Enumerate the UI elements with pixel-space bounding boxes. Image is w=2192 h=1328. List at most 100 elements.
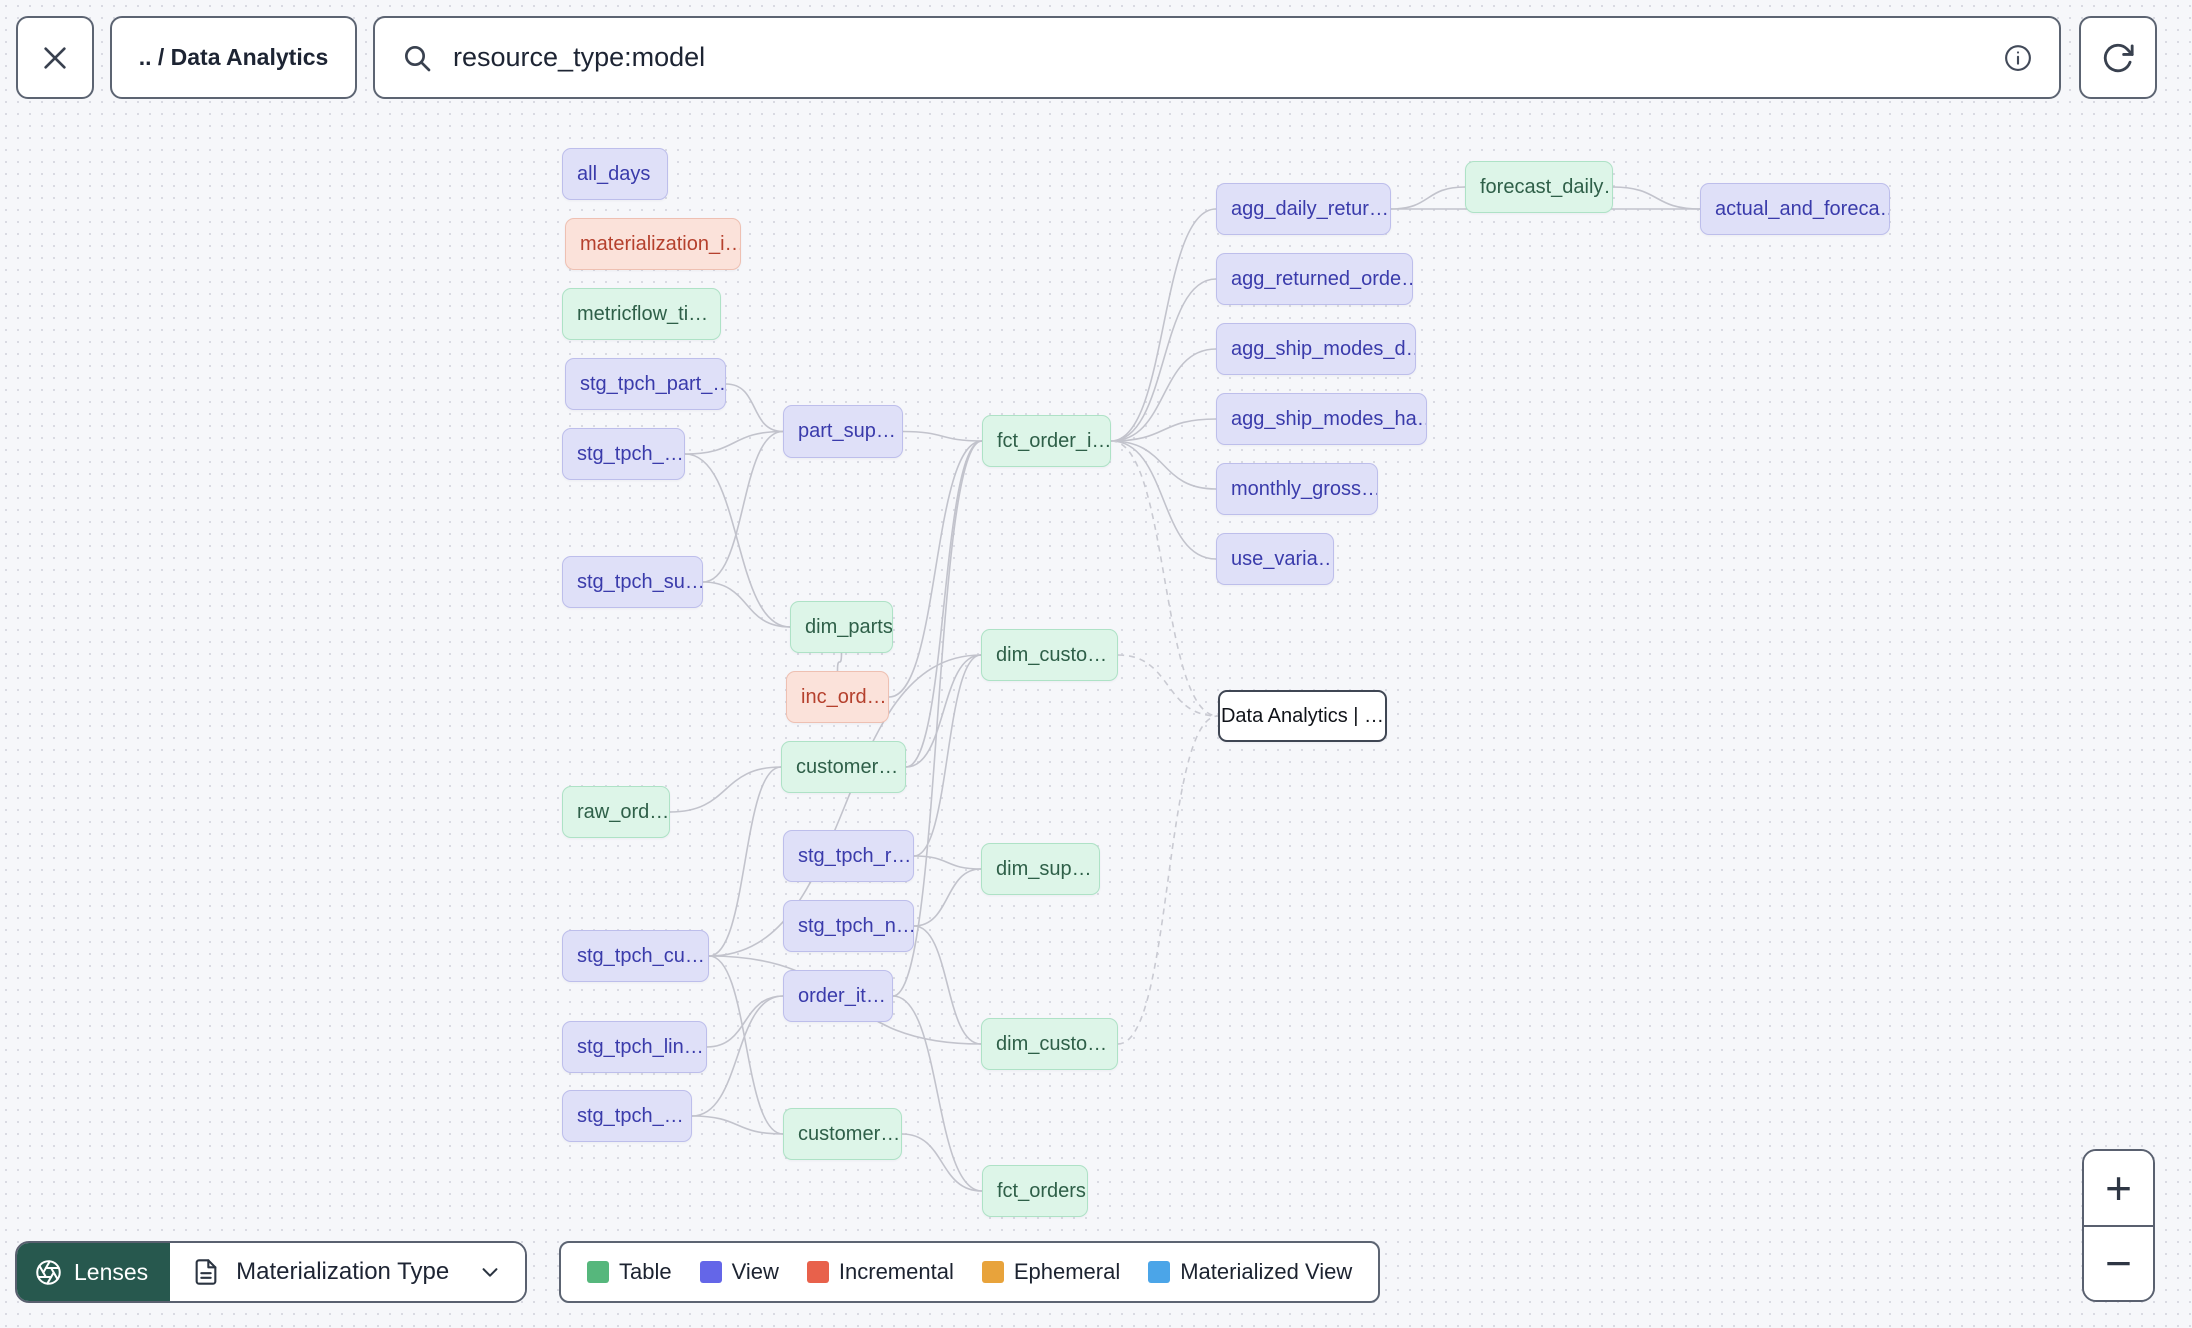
search-icon [401,42,433,74]
graph-node-inc_ord[interactable]: inc_ord… [786,671,889,723]
lineage-edge [684,430,784,455]
legend-item-table: Table [587,1259,672,1285]
legend-label: Incremental [838,1259,954,1284]
graph-node-actual_and_foreca[interactable]: actual_and_foreca… [1700,183,1890,235]
lineage-edge [702,430,784,583]
graph-node-fct_orders[interactable]: fct_orders [982,1165,1088,1217]
legend-swatch [1148,1261,1171,1283]
graph-node-all_days[interactable]: all_days [562,148,668,200]
graph-node-stg_tpch_lin[interactable]: stg_tpch_lin… [562,1021,707,1073]
lineage-edge [905,440,983,768]
legend-label: Ephemeral [1013,1259,1121,1284]
lineage-edge [708,654,982,957]
graph-node-dim_parts[interactable]: dim_parts [790,601,893,653]
graph-node-materialization_i[interactable]: materialization_i… [565,218,741,270]
graph-node-stg_tpch_cu[interactable]: stg_tpch_cu… [562,930,709,982]
search-bar [373,16,2061,99]
graph-node-stg_tpch_n[interactable]: stg_tpch_n… [783,900,914,952]
lineage-edge [691,1115,784,1135]
graph-node-data_analytics[interactable]: Data Analytics | … [1218,690,1387,742]
graph-node-fct_order_items[interactable]: fct_order_i… [982,415,1111,467]
lineage-edge [913,868,982,927]
legend-label: Table [619,1259,672,1284]
zoom-out-button[interactable]: − [2084,1224,2153,1300]
graph-node-agg_ship_modes_d[interactable]: agg_ship_modes_d… [1216,323,1416,375]
graph-node-dim_custo_2[interactable]: dim_custo… [981,1018,1118,1070]
refresh-button[interactable] [2079,16,2157,99]
lineage-edge [1110,440,1219,717]
lineage-edge [836,652,843,672]
graph-node-stg_tpch_1[interactable]: stg_tpch_… [562,428,685,480]
legend-label: Materialized View [1180,1259,1353,1284]
lineage-edge [1110,348,1217,442]
graph-node-raw_ord[interactable]: raw_ord… [562,786,670,838]
graph-node-forecast_daily[interactable]: forecast_daily… [1465,161,1613,213]
lenses-button-label: Lenses [74,1258,149,1285]
lineage-edge [892,995,983,1192]
selected-lens-label: Materialization Type [236,1258,450,1285]
lenses-button[interactable]: Lenses [17,1243,171,1301]
graph-node-dim_sup[interactable]: dim_sup… [981,843,1100,895]
search-input[interactable] [453,42,1983,73]
refresh-icon [2101,41,2135,75]
materialization-legend: Table View Incremental Ephemeral Materialize… [559,1241,1381,1303]
lineage-edge [913,654,982,857]
legend-swatch [806,1261,829,1283]
lineage-edge [1117,715,1219,1045]
graph-node-stg_tpch_r[interactable]: stg_tpch_r… [783,830,914,882]
graph-node-stg_tpch_2[interactable]: stg_tpch_… [562,1090,692,1142]
lineage-edge [905,654,982,768]
document-icon [192,1258,220,1286]
info-icon[interactable] [2003,43,2033,73]
zoom-controls: + − [2082,1149,2155,1302]
lineage-edge [1110,278,1217,442]
lineage-edge [1110,208,1217,442]
lineage-edge [708,955,784,1135]
lineage-edge [669,766,782,813]
breadcrumb[interactable]: .. / Data Analytics [110,16,357,99]
graph-node-order_it[interactable]: order_it… [783,970,893,1022]
lineage-edge [913,925,982,1045]
graph-node-stg_tpch_su[interactable]: stg_tpch_su… [562,556,703,608]
lens-selector[interactable]: Materialization Type [170,1243,526,1301]
lineage-edge [888,440,983,698]
lineage-edge [702,581,791,628]
graph-node-metricflow_ti[interactable]: metricflow_ti… [562,288,721,340]
graph-node-agg_daily_retur[interactable]: agg_daily_retur… [1216,183,1391,235]
legend-label: View [731,1259,779,1284]
graph-node-customer_1[interactable]: customer… [781,741,906,793]
aperture-icon [35,1259,62,1286]
graph-node-monthly_gross[interactable]: monthly_gross… [1216,463,1378,515]
graph-node-agg_ship_modes_ha[interactable]: agg_ship_modes_ha… [1216,393,1427,445]
legend-swatch [699,1261,722,1283]
legend-swatch [981,1261,1004,1283]
lineage-edge [913,855,982,870]
lineage-edge [684,453,791,628]
graph-node-agg_returned_orde[interactable]: agg_returned_orde… [1216,253,1413,305]
graph-node-stg_tpch_part[interactable]: stg_tpch_part_… [565,358,726,410]
legend-item-view: View [699,1259,779,1285]
chevron-down-icon [479,1261,501,1283]
graph-node-dim_custo_1[interactable]: dim_custo… [981,629,1118,681]
lineage-edge [1110,418,1217,442]
close-button[interactable] [16,16,94,99]
lineage-edge [691,995,784,1117]
breadcrumb-label: .. / Data Analytics [138,44,329,70]
legend-item-ephemeral: Ephemeral [981,1259,1121,1285]
lineage-edge [725,383,784,433]
lenses-control: Lenses Materialization Type [15,1241,528,1303]
graph-node-part_sup[interactable]: part_sup… [783,405,903,458]
graph-node-customer_2[interactable]: customer… [783,1108,902,1160]
lineage-edge [1612,186,1701,210]
lineage-edge [902,430,983,442]
close-icon [39,42,71,74]
lineage-edge [708,766,782,957]
graph-node-use_varia[interactable]: use_varia… [1216,533,1334,585]
lineage-edge [1110,440,1217,560]
legend-swatch [587,1261,609,1283]
zoom-in-button[interactable]: + [2084,1151,2153,1225]
legend-item-materialized-view: Materialized View [1148,1259,1352,1285]
lineage-edge [892,440,983,997]
legend-item-incremental: Incremental [806,1259,954,1285]
